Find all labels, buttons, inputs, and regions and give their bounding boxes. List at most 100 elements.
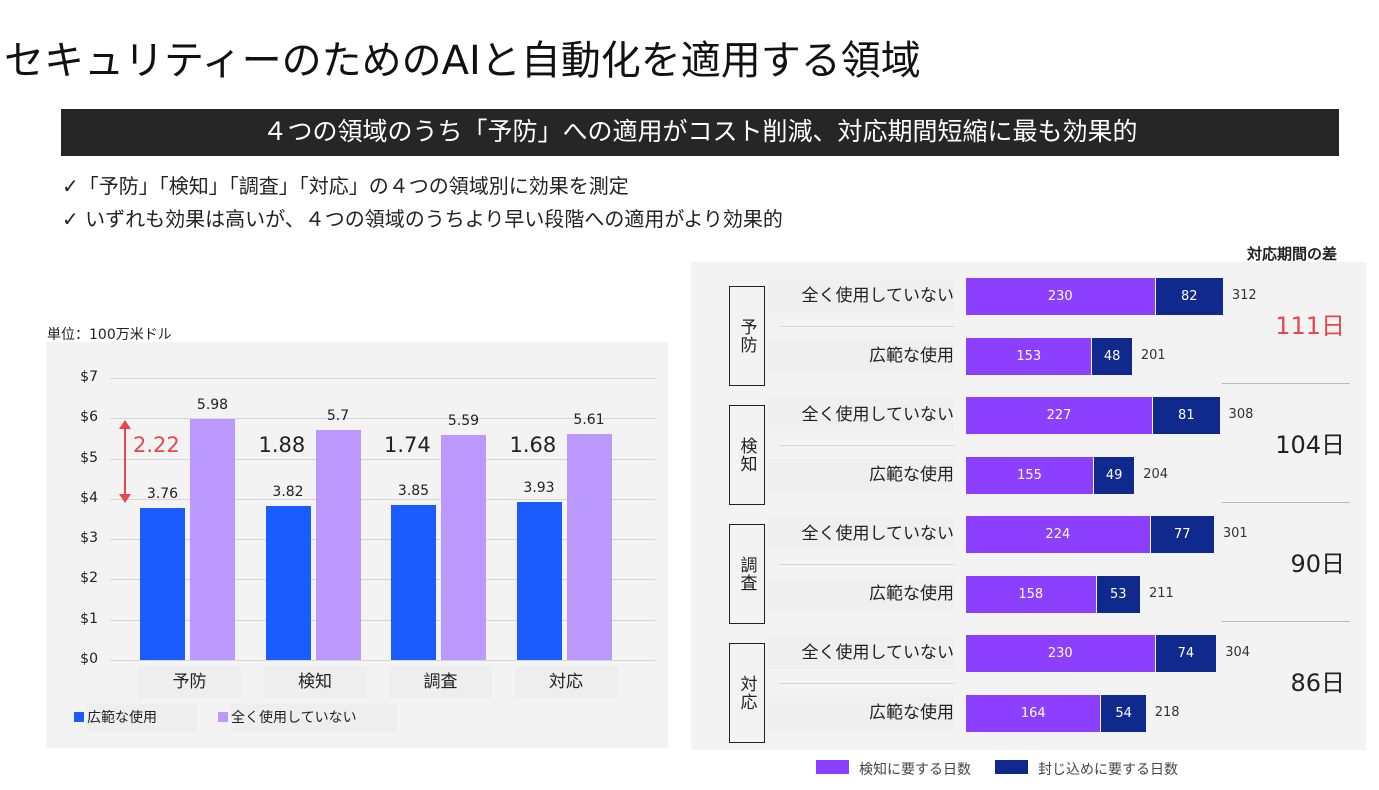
data-label: 3.85 bbox=[397, 482, 430, 499]
legend-label: 全く使用していない bbox=[231, 704, 397, 732]
difference-label: 1.68 bbox=[509, 433, 557, 457]
legend-label: 広範な使用 bbox=[87, 704, 197, 732]
bullet-1: ✓「予防」「検知」「調査」「対応」の４つの領域別に効果を測定 bbox=[62, 174, 629, 198]
row-label: 広範な使用 bbox=[768, 578, 954, 610]
page-title: セキュリティーのためのAIと自動化を適用する領域 bbox=[4, 38, 921, 84]
data-label: 5.61 bbox=[573, 411, 605, 428]
bar-contain: 54 bbox=[1101, 695, 1146, 732]
bar-contain: 49 bbox=[1094, 457, 1135, 494]
x-tick-label: 対応 bbox=[514, 666, 618, 698]
total-label: 304 bbox=[1225, 645, 1251, 660]
y-tick-label: $6 bbox=[80, 409, 98, 426]
y-tick-label: $1 bbox=[80, 610, 98, 627]
arrow-up-icon bbox=[119, 420, 131, 429]
bar-contain: 48 bbox=[1092, 338, 1132, 375]
category-box: 調査 bbox=[729, 524, 765, 624]
legend-swatch bbox=[995, 760, 1028, 774]
category-box: 検知 bbox=[729, 405, 765, 505]
bar-contain: 53 bbox=[1096, 576, 1140, 613]
row-label: 全く使用していない bbox=[768, 280, 954, 312]
gridline bbox=[110, 498, 655, 500]
total-label: 218 bbox=[1154, 705, 1180, 720]
data-label: 3.93 bbox=[523, 479, 555, 496]
bar-detect: 227 bbox=[966, 397, 1153, 434]
bar-extensive bbox=[265, 506, 311, 660]
diff-days: 90日 bbox=[1290, 550, 1345, 578]
unit-label: 単位：100万米ドル bbox=[47, 327, 172, 343]
bar-contain: 81 bbox=[1153, 397, 1220, 434]
bar-detect: 224 bbox=[966, 516, 1150, 553]
gridline bbox=[110, 458, 655, 460]
divider bbox=[1222, 502, 1350, 503]
y-tick-label: $4 bbox=[80, 489, 98, 506]
legend-swatch bbox=[74, 712, 84, 722]
difference-arrow-icon bbox=[124, 425, 126, 500]
row-label: 全く使用していない bbox=[768, 637, 954, 669]
data-label: 3.76 bbox=[146, 486, 179, 503]
bar-not-used bbox=[566, 433, 612, 660]
total-label: 301 bbox=[1222, 526, 1248, 541]
duration-diff-header: 対応期間の差 bbox=[1247, 245, 1338, 263]
y-tick-label: $2 bbox=[80, 570, 98, 587]
gridline bbox=[110, 377, 655, 379]
gridline bbox=[110, 539, 655, 541]
bar-extensive bbox=[516, 501, 562, 660]
gridline bbox=[110, 579, 655, 581]
bullet-2: ✓ いずれも効果は高いが、４つの領域のうちより早い段階への適用がより効果的 bbox=[62, 207, 783, 231]
divider bbox=[780, 326, 955, 327]
gridline bbox=[110, 619, 655, 621]
row-label: 全く使用していない bbox=[768, 399, 954, 431]
arrow-down-icon bbox=[119, 494, 131, 503]
data-label: 5.7 bbox=[326, 408, 350, 425]
legend-label: 検知に要する日数 bbox=[859, 762, 971, 778]
bar-not-used bbox=[441, 434, 486, 660]
data-label: 5.59 bbox=[447, 412, 480, 429]
x-tick-label: 調査 bbox=[389, 666, 492, 698]
bar-not-used bbox=[315, 430, 361, 660]
x-tick-label: 検知 bbox=[263, 666, 367, 698]
x-tick-label: 予防 bbox=[138, 666, 241, 698]
bar-contain: 77 bbox=[1150, 516, 1214, 553]
y-tick-label: $5 bbox=[80, 449, 98, 466]
difference-label: 1.88 bbox=[258, 433, 306, 457]
bar-not-used bbox=[190, 419, 235, 660]
total-label: 312 bbox=[1231, 288, 1257, 303]
y-tick-label: $0 bbox=[80, 651, 98, 667]
total-label: 308 bbox=[1228, 407, 1254, 422]
bar-detect: 230 bbox=[966, 278, 1155, 315]
gridline bbox=[110, 418, 655, 420]
data-label: 3.82 bbox=[272, 484, 304, 501]
gridline bbox=[110, 660, 655, 661]
divider bbox=[780, 683, 955, 684]
difference-label: 1.74 bbox=[384, 433, 431, 457]
diff-days: 104日 bbox=[1275, 431, 1345, 459]
bar-detect: 158 bbox=[966, 576, 1096, 613]
total-label: 201 bbox=[1140, 348, 1166, 363]
divider bbox=[780, 445, 955, 446]
diff-days: 111日 bbox=[1275, 312, 1345, 340]
data-label: 5.98 bbox=[196, 397, 229, 413]
divider bbox=[1222, 383, 1350, 384]
bar-detect: 164 bbox=[966, 695, 1101, 732]
row-label: 広範な使用 bbox=[768, 459, 954, 491]
bar-extensive bbox=[140, 508, 185, 660]
legend-label: 封じ込めに要する日数 bbox=[1038, 762, 1178, 778]
category-box: 対応 bbox=[729, 643, 765, 743]
y-tick-label: $3 bbox=[80, 530, 98, 547]
row-label: 広範な使用 bbox=[768, 340, 954, 372]
legend-swatch bbox=[816, 760, 849, 774]
row-label: 広範な使用 bbox=[768, 697, 954, 729]
difference-label: 2.22 bbox=[133, 433, 180, 457]
diff-days: 86日 bbox=[1290, 669, 1345, 697]
bar-extensive bbox=[391, 504, 436, 660]
bar-contain: 82 bbox=[1155, 278, 1223, 315]
legend-swatch bbox=[218, 712, 228, 722]
bar-detect: 230 bbox=[966, 635, 1155, 672]
divider bbox=[1222, 621, 1350, 622]
total-label: 211 bbox=[1149, 586, 1174, 601]
summary-banner: ４つの領域のうち「予防」への適用がコスト削減、対応期間短縮に最も効果的 bbox=[61, 109, 1339, 156]
y-tick-label: $7 bbox=[80, 368, 98, 385]
bar-detect: 153 bbox=[966, 338, 1092, 375]
divider bbox=[780, 564, 955, 565]
category-box: 予防 bbox=[729, 286, 765, 386]
